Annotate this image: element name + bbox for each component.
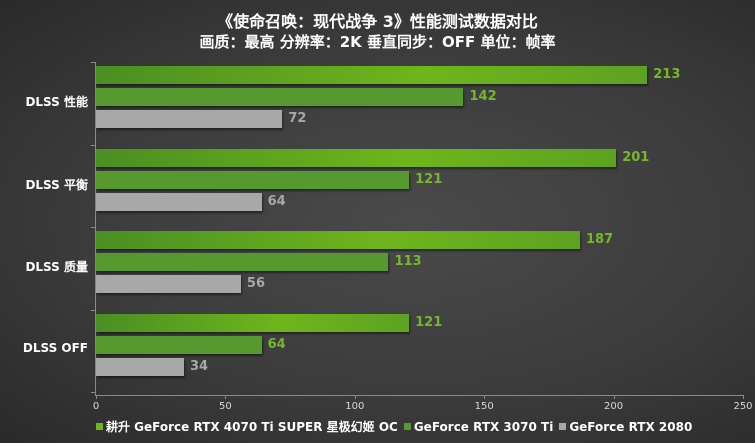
- category-label: DLSS 平衡: [25, 177, 88, 192]
- bar-series-0: [96, 231, 580, 249]
- x-axis-tick: [484, 395, 486, 399]
- bar-series-2: [96, 275, 241, 293]
- x-axis-tick: [743, 395, 744, 399]
- value-label: 201: [622, 149, 650, 165]
- category-label: DLSS 质量: [25, 260, 88, 274]
- y-axis-tick: [91, 62, 96, 63]
- value-label: 213: [653, 67, 681, 82]
- x-axis-tick-label: 200: [604, 401, 624, 412]
- x-axis-tick-label: 150: [474, 401, 494, 412]
- value-label: 113: [394, 254, 422, 269]
- value-label: 121: [415, 314, 443, 330]
- legend-swatch-icon: [559, 423, 567, 430]
- bar-series-1: [96, 253, 389, 271]
- legend-label: GeForce RTX 2080: [569, 419, 693, 434]
- y-axis-tick: [91, 144, 96, 146]
- bar-series-1: [96, 170, 410, 189]
- value-label: 64: [267, 336, 286, 352]
- bar-series-1: [96, 88, 464, 106]
- bar-series-0: [96, 313, 410, 332]
- legend-swatch-icon: [403, 423, 411, 430]
- legend-label: GeForce RTX 3070 Ti: [413, 419, 554, 434]
- x-axis-tick: [354, 395, 356, 399]
- chart-legend: 耕升 GeForce RTX 4070 Ti SUPER 星极幻姬 OC GeFo…: [96, 418, 698, 435]
- legend-item: 耕升 GeForce RTX 4070 Ti SUPER 星极幻姬 OC: [96, 418, 398, 435]
- x-axis-tick: [613, 395, 615, 399]
- x-axis-tick-label: 100: [345, 401, 365, 412]
- y-axis-tick: [91, 227, 96, 228]
- x-axis-tick: [96, 395, 97, 399]
- legend-item: GeForce RTX 3070 Ti: [403, 419, 554, 434]
- y-axis-tick: [91, 309, 96, 311]
- chart-title: 《使命召唤：现代战争 3》性能测试数据对比: [217, 12, 538, 31]
- x-axis-tick-label: 250: [733, 401, 753, 412]
- legend-swatch-icon: [96, 423, 103, 430]
- x-axis-line: [95, 395, 743, 396]
- chart-subtitle: 画质：最高 分辨率：2K 垂直同步：OFF 单位：帧率: [199, 33, 556, 51]
- bar-series-2: [96, 192, 262, 211]
- bar-series-0: [96, 66, 648, 84]
- y-axis-tick: [91, 392, 96, 393]
- bar-series-1: [96, 335, 262, 354]
- x-axis-tick-label: 0: [92, 401, 100, 412]
- value-label: 64: [267, 193, 286, 209]
- legend-label: 耕升 GeForce RTX 4070 Ti SUPER 星极幻姬 OC: [106, 420, 398, 434]
- x-axis-tick-label: 50: [219, 401, 232, 412]
- y-axis-line: [95, 62, 96, 395]
- value-label: 121: [415, 171, 443, 187]
- value-label: 142: [469, 89, 497, 104]
- category-label: DLSS OFF: [22, 340, 88, 355]
- category-label: DLSS 性能: [25, 95, 88, 109]
- bar-series-2: [96, 110, 283, 128]
- value-label: 72: [288, 111, 307, 126]
- value-label: 187: [585, 232, 614, 247]
- value-label: 56: [246, 276, 266, 291]
- bar-series-0: [96, 148, 617, 167]
- value-label: 34: [189, 358, 209, 374]
- bar-series-2: [96, 357, 184, 376]
- x-axis-tick: [225, 395, 227, 399]
- legend-item: GeForce RTX 2080: [559, 420, 692, 434]
